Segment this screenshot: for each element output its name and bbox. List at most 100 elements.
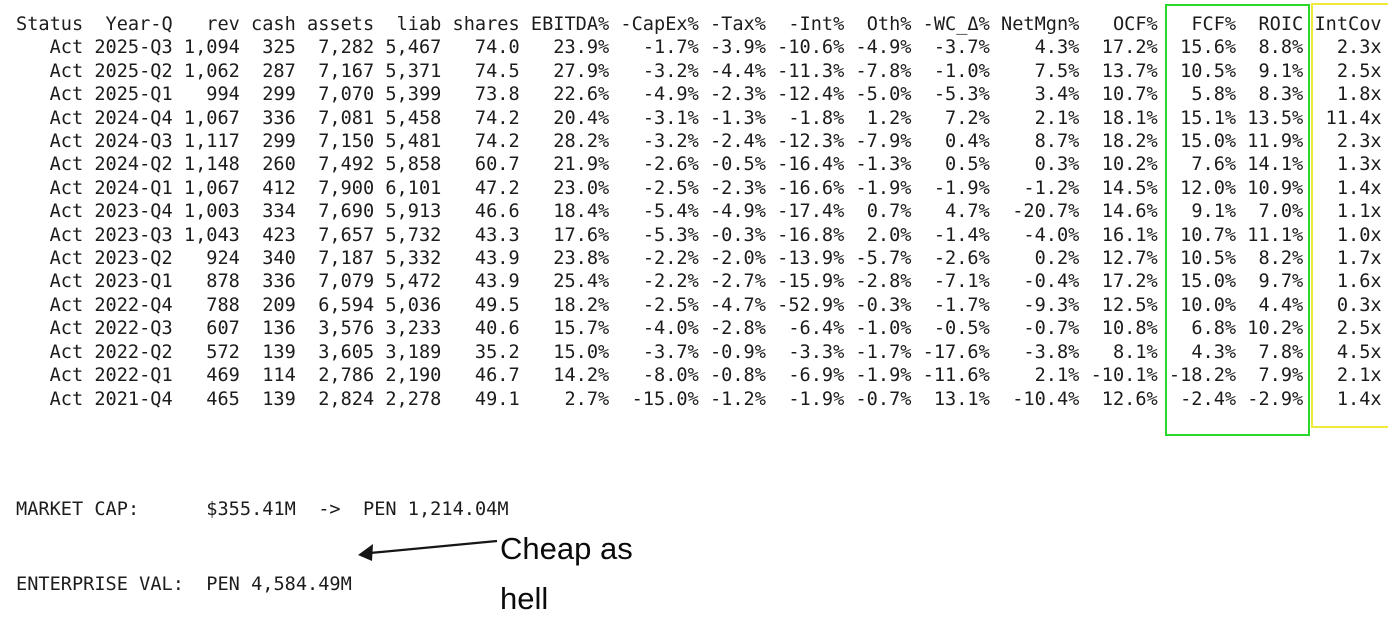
table-cell: 14.2% <box>553 365 610 387</box>
table-cell: 1.0x <box>1336 224 1382 246</box>
table-cell: 6,101 <box>385 177 442 199</box>
summary-value: $355.41M -> PEN 1,214.04M <box>206 498 509 520</box>
table-cell: 10.8% <box>1101 318 1158 340</box>
table-cell: 2.1x <box>1336 365 1382 387</box>
table-cell: -7.1% <box>933 271 990 293</box>
table-cell: Act <box>49 388 84 410</box>
table-cell: -1.2% <box>709 388 766 410</box>
table-cell: 7.6% <box>1191 154 1237 176</box>
table-cell: 2,824 <box>318 388 375 410</box>
table-cell: 7,167 <box>318 60 375 82</box>
table-cell: -4.0% <box>642 318 699 340</box>
table-cell: 18.4% <box>553 201 610 223</box>
table-cell: -1.7% <box>855 341 912 363</box>
table-cell: 7.2% <box>945 107 990 129</box>
table-cell: 11.1% <box>1247 224 1304 246</box>
table-cell: 15.6% <box>1180 37 1237 59</box>
table-cell: -0.5% <box>933 318 990 340</box>
table-cell: 7.0% <box>1258 201 1304 223</box>
table-cell: -13.9% <box>777 248 845 270</box>
table-cell: 13.5% <box>1247 107 1304 129</box>
table-cell: 43.9 <box>474 248 520 270</box>
table-cell: 0.3% <box>1034 154 1080 176</box>
table-cell: -1.7% <box>933 294 990 316</box>
table-cell: 3,605 <box>318 341 375 363</box>
column-header: cash <box>251 14 296 35</box>
table-cell: Act <box>49 294 84 316</box>
table-cell: Act <box>49 365 84 387</box>
column-header: FCF% <box>1191 14 1237 35</box>
table-cell: 20.4% <box>553 107 610 129</box>
table-cell: 43.3 <box>474 224 520 246</box>
table-cell: 0.2% <box>1034 248 1080 270</box>
table-cell: 7,070 <box>318 84 375 106</box>
table-cell: 27.9% <box>553 60 610 82</box>
table-cell: 114 <box>262 365 296 387</box>
table-cell: -3.3% <box>788 341 845 363</box>
table-cell: 5,467 <box>385 37 442 59</box>
table-cell: -5.3% <box>642 224 699 246</box>
table-cell: 47.2 <box>474 177 520 199</box>
table-cell: Act <box>49 248 84 270</box>
table-cell: -16.8% <box>777 224 845 246</box>
table-cell: 2025-Q1 <box>94 84 173 106</box>
table-cell: -52.9% <box>777 294 845 316</box>
column-header: -WC_Δ% <box>922 14 990 35</box>
table-cell: 16.1% <box>1101 224 1158 246</box>
table-cell: 74.5 <box>474 60 520 82</box>
table-cell: 7.9% <box>1258 365 1304 387</box>
table-cell: 2023-Q1 <box>94 271 173 293</box>
table-row: Act 2022-Q3 607 136 3,576 3,233 40.6 15.7% -4.0%… <box>16 317 1382 340</box>
table-cell: -1.9% <box>933 177 990 199</box>
table-cell: Act <box>49 271 84 293</box>
table-cell: 25.4% <box>553 271 610 293</box>
table-cell: 73.8 <box>474 84 520 106</box>
table-cell: -1.9% <box>855 177 912 199</box>
table-cell: -0.3% <box>709 224 766 246</box>
table-cell: 2.5x <box>1336 318 1382 340</box>
table-cell: -2.0% <box>709 248 766 270</box>
table-cell: 35.2 <box>474 341 520 363</box>
table-cell: 13.1% <box>933 388 990 410</box>
table-cell: -3.7% <box>642 341 699 363</box>
table-cell: 5,036 <box>385 294 442 316</box>
table-cell: 607 <box>206 318 240 340</box>
table-cell: 260 <box>262 154 296 176</box>
table-cell: 1,148 <box>183 154 240 176</box>
table-cell: 2,190 <box>385 365 442 387</box>
table-cell: 1.3x <box>1336 154 1382 176</box>
table-cell: 7,900 <box>318 177 375 199</box>
table-cell: 9.1% <box>1191 201 1237 223</box>
table-cell: 1.6x <box>1336 271 1382 293</box>
table-cell: 2,786 <box>318 365 375 387</box>
summary-label: ENTERPRISE VAL: <box>16 574 184 596</box>
table-cell: -0.3% <box>855 294 912 316</box>
table-cell: Act <box>49 60 84 82</box>
table-cell: 2024-Q1 <box>94 177 173 199</box>
table-cell: 2.7% <box>564 388 610 410</box>
table-cell: 465 <box>206 388 240 410</box>
table-cell: -0.4% <box>1023 271 1080 293</box>
table-row: Act 2024-Q3 1,117 299 7,150 5,481 74.2 28.2% -3.… <box>16 130 1382 153</box>
table-cell: 12.6% <box>1101 388 1158 410</box>
table-row: Act 2023-Q3 1,043 423 7,657 5,732 43.3 17.6% -5.… <box>16 224 1382 247</box>
table-cell: 14.6% <box>1101 201 1158 223</box>
table-cell: 2.1% <box>1034 107 1080 129</box>
table-cell: 11.4x <box>1325 107 1382 129</box>
table-cell: 2022-Q3 <box>94 318 173 340</box>
table-cell: -1.0% <box>933 60 990 82</box>
table-cell: 17.2% <box>1101 271 1158 293</box>
table-cell: 18.1% <box>1101 107 1158 129</box>
column-header: -Tax% <box>709 14 766 35</box>
table-cell: 2021-Q4 <box>94 388 173 410</box>
table-cell: Act <box>49 84 84 106</box>
table-cell: -2.4% <box>709 131 766 153</box>
table-cell: 14.1% <box>1247 154 1304 176</box>
table-cell: -4.9% <box>709 201 766 223</box>
table-cell: 7,282 <box>318 37 375 59</box>
table-cell: 60.7 <box>474 154 520 176</box>
table-cell: Act <box>49 131 84 153</box>
table-cell: 7,150 <box>318 131 375 153</box>
table-cell: 1.1x <box>1336 201 1382 223</box>
table-cell: 2024-Q2 <box>94 154 173 176</box>
